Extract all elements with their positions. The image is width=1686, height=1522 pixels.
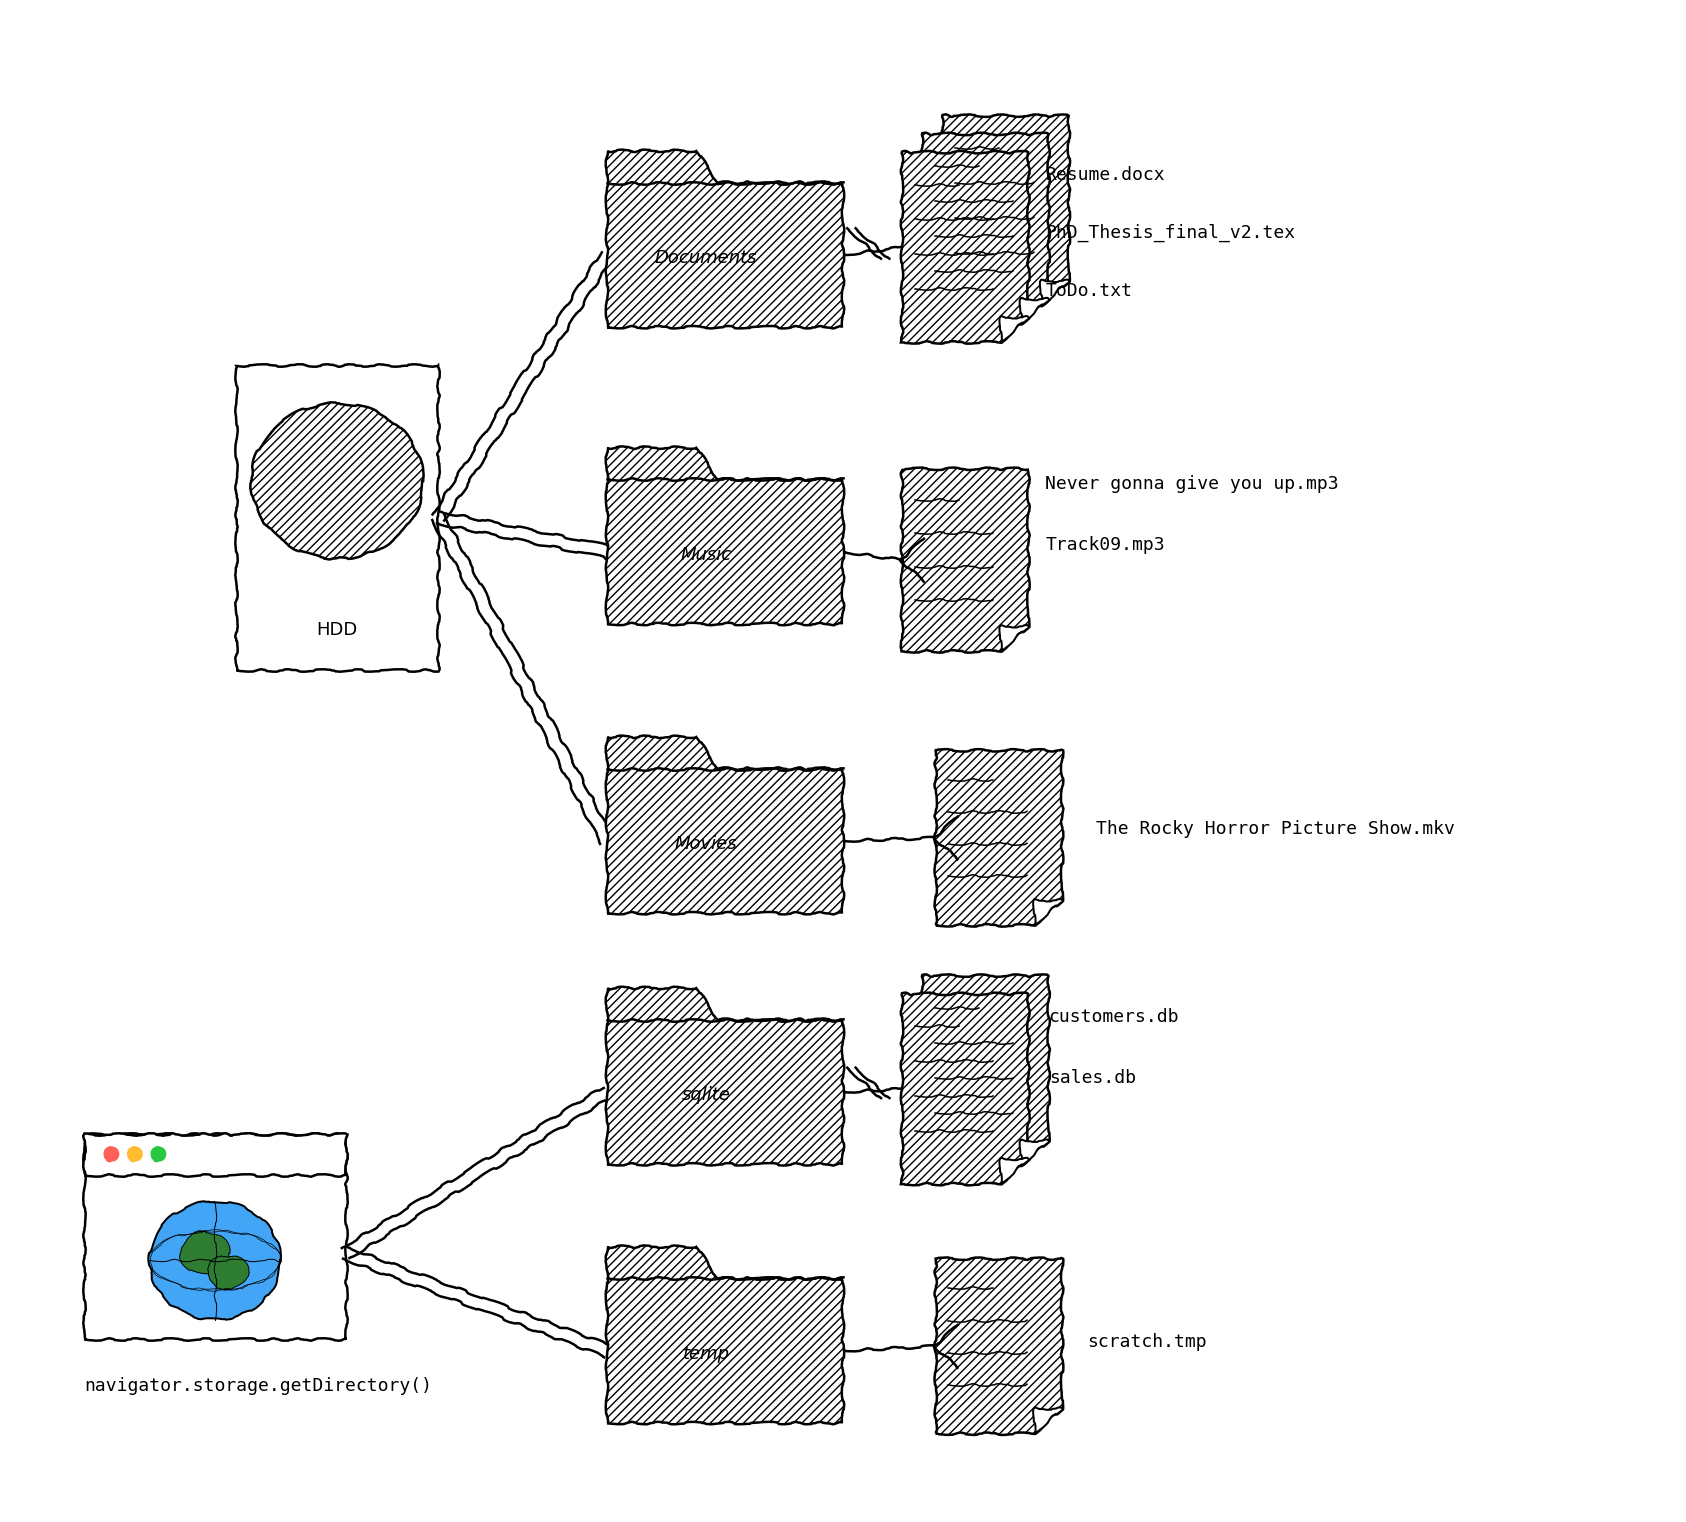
Text: Never gonna give you up.mp3: Never gonna give you up.mp3 — [1045, 475, 1339, 493]
Text: scratch.tmp: scratch.tmp — [1087, 1333, 1207, 1352]
Text: Track09.mp3: Track09.mp3 — [1045, 536, 1165, 554]
Polygon shape — [1001, 1160, 1028, 1184]
Polygon shape — [1035, 900, 1062, 925]
Polygon shape — [607, 151, 843, 327]
Polygon shape — [902, 994, 1028, 1184]
Polygon shape — [1035, 1409, 1062, 1434]
Bar — [236, 365, 438, 670]
Polygon shape — [1022, 298, 1049, 324]
Polygon shape — [942, 116, 1069, 306]
Text: Music: Music — [681, 545, 732, 563]
Polygon shape — [1001, 627, 1028, 651]
Bar — [84, 1134, 346, 1175]
Polygon shape — [902, 469, 1028, 651]
Text: navigator.storage.getDirectory(): navigator.storage.getDirectory() — [84, 1377, 432, 1396]
Text: Documents: Documents — [654, 248, 757, 266]
Bar — [84, 1134, 346, 1339]
Text: PhD_Thesis_final_v2.tex: PhD_Thesis_final_v2.tex — [1045, 224, 1295, 242]
Polygon shape — [1042, 280, 1069, 306]
Polygon shape — [607, 988, 843, 1164]
Polygon shape — [1001, 318, 1028, 342]
Polygon shape — [922, 134, 1049, 324]
Text: The Rocky Horror Picture Show.mkv: The Rocky Horror Picture Show.mkv — [1096, 820, 1455, 839]
Text: customers.db: customers.db — [1049, 1008, 1179, 1026]
Text: sales.db: sales.db — [1049, 1068, 1136, 1087]
Text: HDD: HDD — [317, 621, 357, 639]
Polygon shape — [936, 750, 1062, 925]
Polygon shape — [902, 152, 1028, 342]
Polygon shape — [936, 1259, 1062, 1434]
Polygon shape — [607, 447, 843, 624]
Polygon shape — [251, 403, 423, 559]
Polygon shape — [607, 1247, 843, 1423]
Polygon shape — [207, 1256, 250, 1289]
Circle shape — [126, 1148, 142, 1161]
Text: ToDo.txt: ToDo.txt — [1045, 282, 1133, 300]
Circle shape — [150, 1148, 165, 1161]
Text: sqlite: sqlite — [681, 1085, 730, 1103]
Polygon shape — [150, 1201, 280, 1320]
Circle shape — [103, 1148, 118, 1161]
Text: Movies: Movies — [674, 834, 737, 852]
Text: temp: temp — [683, 1344, 730, 1362]
Text: Resume.docx: Resume.docx — [1045, 166, 1165, 184]
Polygon shape — [607, 737, 843, 913]
Polygon shape — [180, 1233, 229, 1274]
Polygon shape — [922, 976, 1049, 1166]
Polygon shape — [1022, 1142, 1049, 1166]
